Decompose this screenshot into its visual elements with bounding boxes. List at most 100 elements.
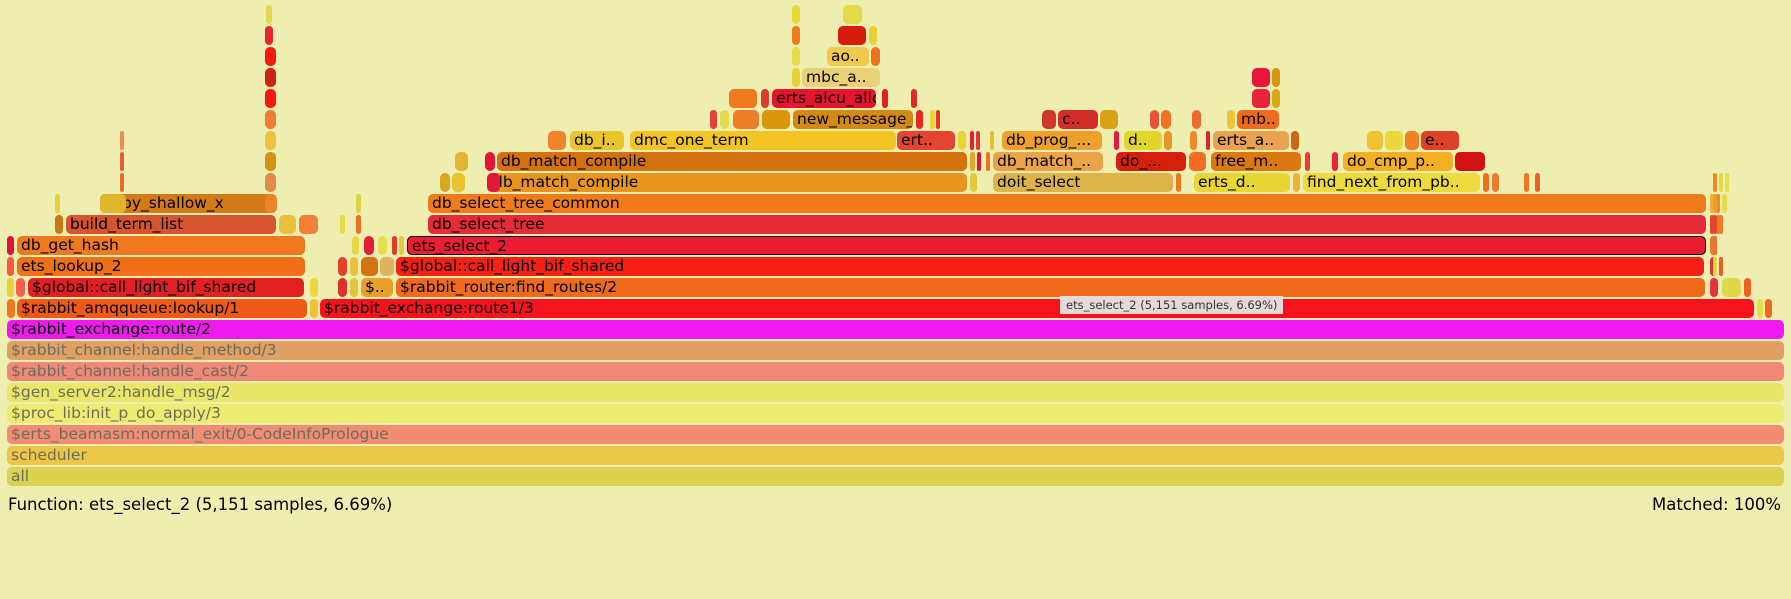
flame-frame-narrow[interactable] [100,194,126,213]
flame-frame-narrow[interactable] [1765,299,1772,318]
flame-frame-narrow[interactable] [1252,89,1270,108]
flame-frame-narrow[interactable] [55,215,63,234]
flame-frame[interactable]: mbc_a.. [802,68,880,87]
flame-frame-narrow[interactable] [990,131,994,150]
flame-frame-narrow[interactable] [1293,173,1300,192]
flame-frame[interactable]: copy_shallow_x [100,194,276,213]
flame-frame-narrow[interactable] [548,131,566,150]
flame-frame[interactable]: e.. [1421,131,1459,150]
flame-frame[interactable]: $rabbit_amqqueue:lookup/1 [17,299,307,318]
flame-frame[interactable]: db_select_tree_common [428,194,1706,213]
flame-frame[interactable]: scheduler [7,446,1784,465]
flame-frame-narrow[interactable] [792,47,800,66]
flame-frame-narrow[interactable] [338,278,347,297]
flame-frame-narrow[interactable] [916,110,923,129]
flame-frame-narrow[interactable] [871,47,880,66]
flame-frame-narrow[interactable] [7,236,14,255]
flame-frame-narrow[interactable] [1252,68,1270,87]
flame-frame-narrow[interactable] [792,26,800,45]
flame-frame-narrow[interactable] [970,131,974,150]
flame-frame[interactable]: erts_a.. [1213,131,1289,150]
flame-frame-narrow[interactable] [1272,68,1280,87]
flame-frame-narrow[interactable] [392,236,397,255]
flame-frame-narrow[interactable] [970,152,975,171]
flame-frame[interactable]: build_term_list [66,215,276,234]
flame-frame-narrow[interactable] [720,110,729,129]
flame-frame-narrow[interactable] [1722,194,1727,213]
flame-frame[interactable]: do_... [1116,152,1186,171]
flame-frame-narrow[interactable] [1710,278,1718,297]
flame-frame-narrow[interactable] [1725,173,1729,192]
flame-frame[interactable]: $.. [361,278,393,297]
flame-frame[interactable]: ert.. [897,131,955,150]
flame-frame-narrow[interactable] [1189,152,1206,171]
flame-frame[interactable]: $erts_beamasm:normal_exit/0-CodeInfoProl… [7,425,1784,444]
flame-frame-narrow[interactable] [16,278,25,297]
flame-frame-narrow[interactable] [1713,194,1717,213]
flame-frame-narrow[interactable] [440,173,450,192]
flame-frame-narrow[interactable] [1291,131,1299,150]
flamegraph-canvas[interactable]: all scheduler $erts_beamasm:normal_exit/0-… [0,0,1791,490]
flame-frame[interactable]: db_prog_... [1002,131,1102,150]
flame-frame-narrow[interactable] [380,257,394,276]
flame-frame[interactable]: all [7,467,1784,486]
flame-frame-narrow[interactable] [265,47,276,66]
flame-frame-narrow[interactable] [1114,131,1119,150]
flame-frame-narrow[interactable] [265,68,276,87]
flame-frame-narrow[interactable] [452,173,465,192]
flame-frame-narrow[interactable] [1716,215,1721,234]
flame-frame-narrow[interactable] [1272,89,1280,108]
flame-frame[interactable]: db_match_compile [497,152,967,171]
flame-frame-narrow[interactable] [455,152,468,171]
flame-frame-narrow[interactable] [762,110,790,129]
flame-frame-narrow[interactable] [7,299,15,318]
flame-frame-narrow[interactable] [733,110,759,129]
flame-frame-narrow[interactable] [761,89,769,108]
flame-frame-narrow[interactable] [120,152,124,171]
flame-frame-narrow[interactable] [55,194,60,213]
flame-frame[interactable]: erts_alcu_allo.. [772,89,876,108]
flame-frame-narrow[interactable] [399,236,404,255]
flame-frame-narrow[interactable] [1716,194,1720,213]
flame-frame-narrow[interactable] [356,215,361,234]
flame-frame[interactable]: db_match_.. [993,152,1103,171]
flame-frame-narrow[interactable] [986,152,990,171]
flame-frame-narrow[interactable] [356,194,361,213]
flame-frame-narrow[interactable] [1385,131,1403,150]
flame-frame[interactable]: free_m.. [1211,152,1301,171]
flame-frame-narrow[interactable] [843,5,862,24]
flame-frame-narrow[interactable] [378,236,387,255]
flame-frame[interactable]: find_next_from_pb.. [1303,173,1480,192]
flame-frame-narrow[interactable] [710,110,717,129]
flame-frame-narrow[interactable] [350,257,358,276]
flame-frame-narrow[interactable] [1713,173,1717,192]
flame-frame-narrow[interactable] [279,215,296,234]
flame-frame-narrow[interactable] [266,5,272,24]
flame-frame-narrow[interactable] [338,257,347,276]
flame-frame-narrow[interactable] [1713,215,1717,234]
flame-frame-narrow[interactable] [882,89,888,108]
flame-frame-narrow[interactable] [1744,278,1751,297]
flame-frame-narrow[interactable] [7,278,14,297]
flame-frame-narrow[interactable] [364,236,374,255]
flame-frame[interactable]: ets_lookup_2 [17,257,305,276]
flame-frame-narrow[interactable] [487,173,500,192]
flame-frame-narrow[interactable] [792,5,800,24]
flame-frame-narrow[interactable] [265,173,276,192]
flame-frame[interactable]: do_cmp_p.. [1343,152,1453,171]
flame-frame-narrow[interactable] [1176,173,1181,192]
flame-frame-narrow[interactable] [1161,110,1171,129]
flame-frame-narrow[interactable] [1192,110,1201,129]
flame-frame-narrow[interactable] [976,131,980,150]
flame-frame[interactable]: ao.. [827,47,869,66]
flame-frame-narrow[interactable] [958,131,966,150]
flame-frame-narrow[interactable] [1042,110,1056,129]
flame-frame-narrow[interactable] [1722,278,1741,297]
flame-frame-narrow[interactable] [930,110,935,129]
flame-frame[interactable]: db_select_tree [428,215,1706,234]
flame-frame[interactable]: dmc_one_term [630,131,896,150]
flame-frame[interactable]: ets_select_2 [407,236,1706,255]
flame-frame[interactable]: db_i.. [570,131,624,150]
flame-frame-narrow[interactable] [7,257,14,276]
flame-frame-narrow[interactable] [1190,131,1197,150]
